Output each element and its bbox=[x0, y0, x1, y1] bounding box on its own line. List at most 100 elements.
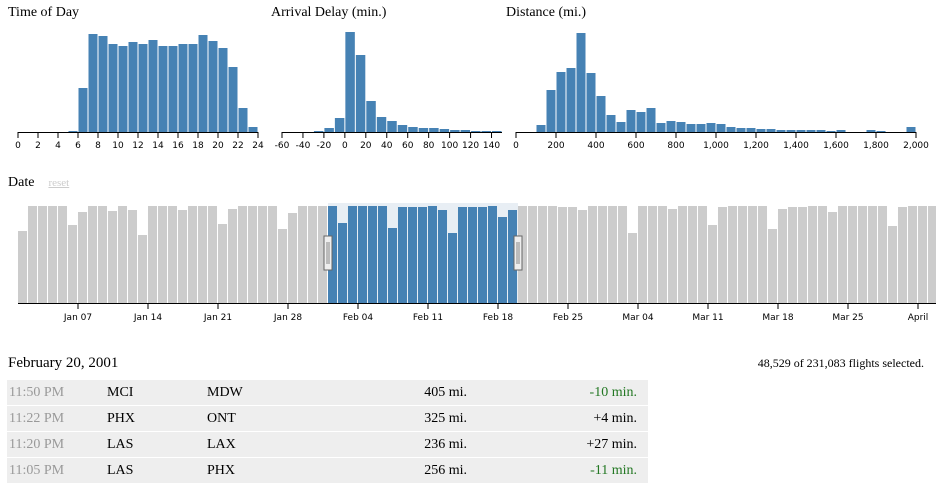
date-bar bbox=[668, 209, 677, 303]
x-tick-label: 16 bbox=[172, 141, 184, 151]
histogram-bar bbox=[313, 131, 324, 132]
histogram-bar bbox=[439, 129, 450, 132]
histogram-bar bbox=[397, 125, 408, 132]
histogram-bar bbox=[138, 44, 148, 132]
histogram-bar bbox=[546, 90, 556, 132]
date-chart[interactable]: Jan 07 Jan 14 Jan 21 Jan 28 Feb 04 Feb 11 Feb … bbox=[18, 203, 936, 323]
histogram-bar bbox=[836, 130, 846, 132]
flight-time: 11:50 PM bbox=[9, 385, 65, 400]
date-bar bbox=[348, 206, 357, 303]
date-bar bbox=[608, 206, 617, 303]
brush-handle-right[interactable] bbox=[513, 235, 523, 271]
histogram-bar bbox=[636, 112, 646, 132]
date-bar bbox=[538, 206, 547, 303]
date-bar bbox=[498, 217, 507, 303]
histogram-bar bbox=[676, 122, 686, 132]
date-bar bbox=[738, 206, 747, 303]
x-tick-label: Jan 07 bbox=[63, 313, 92, 323]
arrival-delay-chart[interactable]: -60 -40 -20 0 20 40 60 80 100 120 140 bbox=[275, 32, 502, 151]
date-bar bbox=[468, 207, 477, 303]
date-bar bbox=[748, 206, 757, 303]
date-bar bbox=[788, 207, 797, 303]
date-bar bbox=[708, 225, 717, 303]
x-tick-label: 40 bbox=[381, 141, 393, 151]
date-bar bbox=[18, 231, 27, 303]
flight-distance: 325 mi. bbox=[424, 411, 467, 426]
histogram-bar bbox=[576, 33, 586, 132]
histogram-bar bbox=[706, 123, 716, 132]
date-bar bbox=[658, 206, 667, 303]
flight-row: 11:50 PM MCI MDW 405 mi. -10 min. bbox=[7, 380, 648, 406]
histogram-bar bbox=[736, 128, 746, 132]
flight-distance: 405 mi. bbox=[424, 385, 467, 400]
histogram-bar bbox=[324, 128, 334, 132]
x-tick-label: Feb 25 bbox=[553, 313, 583, 323]
x-tick-label: 200 bbox=[547, 141, 564, 151]
histogram-bar bbox=[376, 117, 387, 132]
date-bar bbox=[548, 206, 557, 303]
date-bar bbox=[318, 206, 327, 303]
histogram-bar bbox=[418, 128, 429, 132]
histogram-bar bbox=[68, 131, 78, 132]
x-tick-label: -60 bbox=[275, 141, 290, 151]
histogram-bar bbox=[746, 128, 756, 132]
histogram-bar bbox=[345, 32, 355, 132]
flight-row: 11:05 PM LAS PHX 256 mi. -11 min. bbox=[7, 458, 648, 484]
date-bar bbox=[728, 206, 737, 303]
x-tick-label: Mar 18 bbox=[762, 313, 794, 323]
date-bar bbox=[588, 206, 597, 303]
flight-delay: +27 min. bbox=[586, 437, 637, 452]
x-tick-label: Mar 04 bbox=[622, 313, 654, 323]
date-bar bbox=[198, 206, 207, 303]
date-bar bbox=[158, 206, 167, 303]
x-tick-label: 1,600 bbox=[823, 141, 849, 151]
x-tick-label: April bbox=[908, 313, 929, 323]
date-bar bbox=[258, 206, 267, 303]
histogram-bar bbox=[796, 130, 806, 132]
date-bar bbox=[288, 213, 297, 303]
reset-link[interactable]: reset bbox=[48, 177, 70, 189]
brush-handle-left[interactable] bbox=[323, 235, 333, 271]
histogram-bar bbox=[334, 118, 345, 132]
histogram-bar bbox=[408, 127, 418, 132]
x-tick-label: 1,800 bbox=[863, 141, 889, 151]
histogram-bar bbox=[248, 127, 258, 132]
date-bar bbox=[278, 229, 287, 303]
histogram-bar bbox=[566, 68, 576, 132]
date-bar bbox=[148, 206, 157, 303]
date-bar bbox=[298, 206, 307, 303]
date-bar bbox=[578, 210, 587, 303]
x-tick-label: 4 bbox=[55, 141, 61, 151]
histogram-bar bbox=[128, 42, 138, 132]
date-bar bbox=[918, 206, 927, 303]
date-bar bbox=[58, 206, 67, 303]
histogram-bar bbox=[118, 46, 128, 132]
date-bar bbox=[488, 206, 497, 303]
x-tick-label: 0 bbox=[15, 141, 21, 151]
x-tick-label: 400 bbox=[587, 141, 604, 151]
histogram-bar bbox=[218, 48, 228, 132]
x-tick-label: 12 bbox=[132, 141, 143, 151]
x-tick-label: 0 bbox=[342, 141, 348, 151]
histogram-bar bbox=[606, 115, 616, 132]
date-bar bbox=[558, 207, 567, 303]
time-of-day-chart[interactable]: 0 2 4 6 8 10 12 14 16 18 20 22 24 bbox=[15, 34, 264, 151]
date-bar bbox=[858, 206, 867, 303]
histogram-bar bbox=[536, 125, 546, 132]
x-tick-label: 2 bbox=[35, 141, 41, 151]
histogram-bar bbox=[626, 110, 636, 132]
histogram-bar bbox=[666, 121, 676, 132]
date-bar bbox=[118, 206, 127, 303]
histogram-bar bbox=[656, 123, 666, 132]
histogram-bar bbox=[168, 46, 178, 132]
date-bar bbox=[228, 209, 237, 303]
x-tick-label: 60 bbox=[402, 141, 414, 151]
distance-chart[interactable]: 0 200 400 600 800 1,000 1,200 1,400 1,600 1,800 2,… bbox=[513, 33, 929, 151]
date-bar bbox=[308, 206, 317, 303]
histogram-bar bbox=[429, 128, 439, 132]
date-bar bbox=[478, 207, 487, 303]
x-tick-label: Mar 25 bbox=[832, 313, 863, 323]
histogram-bar bbox=[98, 36, 108, 132]
flight-destination: LAX bbox=[207, 437, 236, 452]
